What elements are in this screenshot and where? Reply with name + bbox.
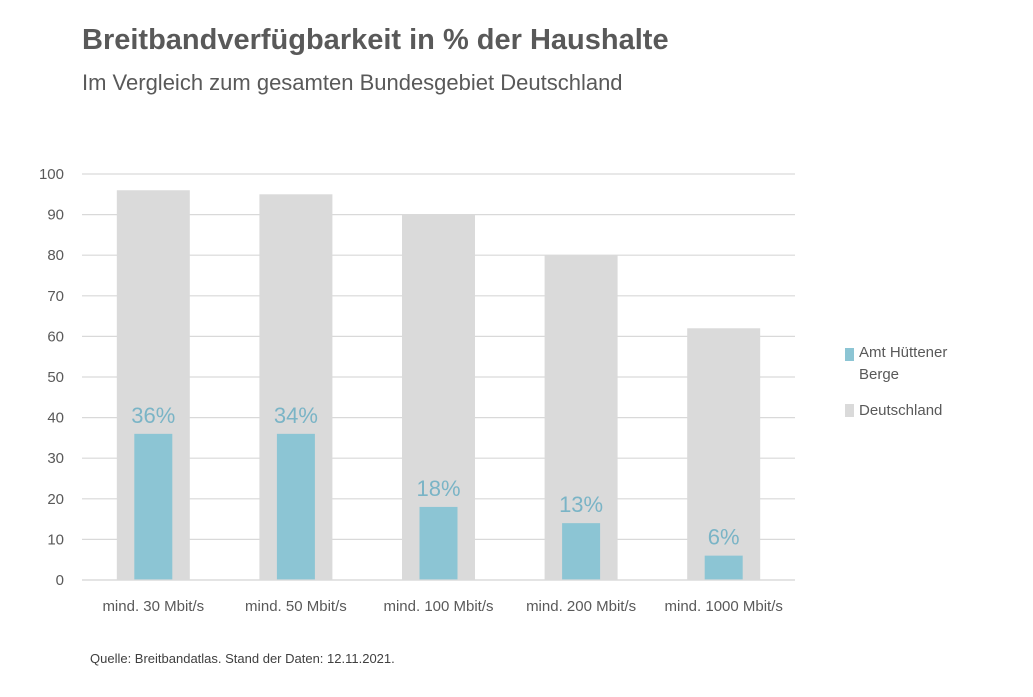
bar-amt-huettener-berge [276,433,315,580]
y-tick-label: 80 [47,247,64,264]
y-tick-label: 100 [39,166,64,183]
data-label: 34% [274,403,318,428]
legend-label-amt: Amt Hüttener Berge [859,344,947,383]
y-tick-label: 0 [56,572,64,589]
y-tick-label: 60 [47,328,64,345]
x-tick-label: mind. 100 Mbit/s [383,598,493,615]
legend-label-deutschland: Deutschland [859,402,942,419]
data-label: 36% [131,403,175,428]
bar-amt-huettener-berge [419,506,458,580]
bar-amt-huettener-berge [562,523,601,580]
data-label: 18% [416,476,460,501]
y-tick-label: 50 [47,369,64,386]
y-tick-label: 20 [47,491,64,508]
data-label: 6% [708,525,740,550]
chart-subtitle: Im Vergleich zum gesamten Bundesgebiet D… [82,70,623,95]
y-tick-label: 90 [47,207,64,224]
source-note: Quelle: Breitbandatlas. Stand der Daten:… [90,651,395,666]
x-tick-label: mind. 30 Mbit/s [102,598,204,615]
legend-swatch-amt [845,348,854,361]
y-tick-label: 70 [47,288,64,305]
y-tick-label: 30 [47,450,64,467]
y-tick-label: 10 [47,531,64,548]
x-tick-label: mind. 200 Mbit/s [526,598,636,615]
data-label: 13% [559,492,603,517]
bar-amt-huettener-berge [134,433,173,580]
y-tick-label: 40 [47,410,64,427]
bar-deutschland [687,328,761,580]
x-tick-label: mind. 50 Mbit/s [245,598,347,615]
chart-title: Breitbandverfügbarkeit in % der Haushalt… [82,24,669,56]
x-tick-label: mind. 1000 Mbit/s [665,598,783,615]
legend-swatch-deutschland [845,404,854,417]
bar-amt-huettener-berge [704,555,743,580]
